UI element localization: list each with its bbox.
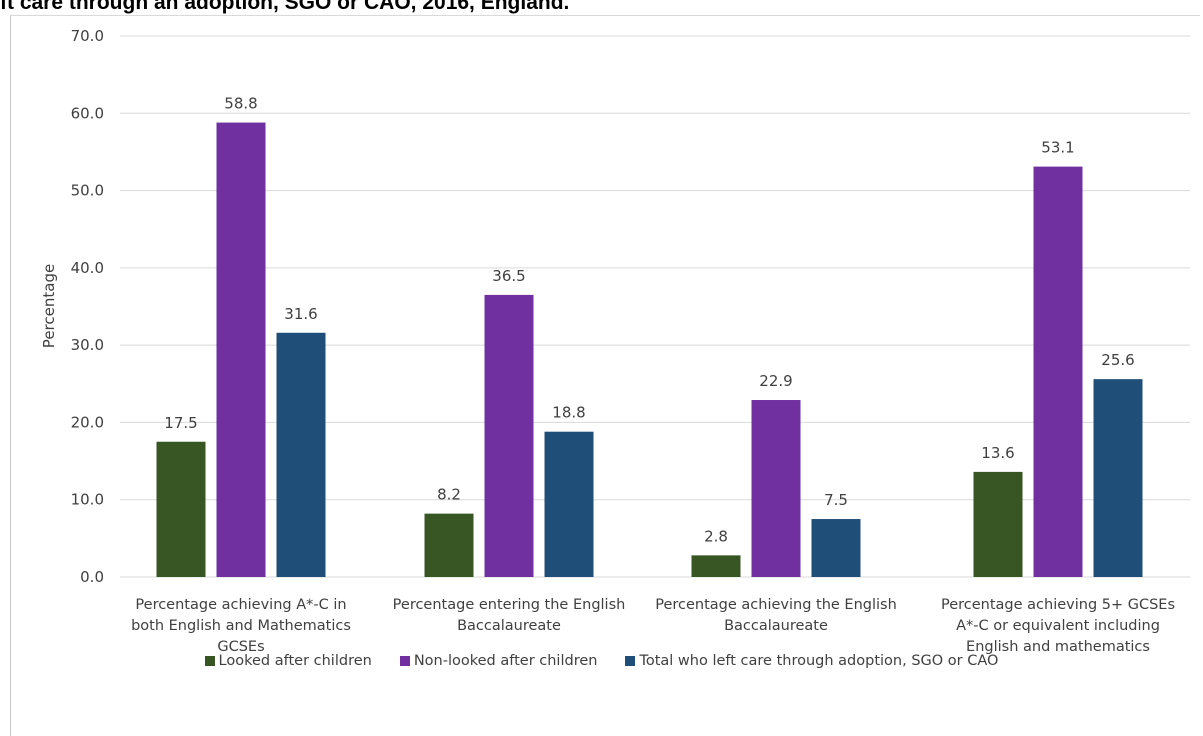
data-label: 25.6 <box>1101 351 1134 369</box>
bar <box>973 471 1023 577</box>
legend-swatch <box>399 656 410 666</box>
y-tick-label: 50.0 <box>71 182 104 200</box>
legend-swatch <box>204 656 215 666</box>
bar <box>1093 379 1143 577</box>
bar <box>751 400 801 577</box>
x-category-line: Baccalaureate <box>724 618 828 634</box>
legend-item: Non-looked after children <box>399 653 598 669</box>
data-label: 58.8 <box>224 95 257 113</box>
x-category-line: Baccalaureate <box>457 618 561 634</box>
x-category-line: Percentage entering the English <box>392 597 626 613</box>
bar <box>156 441 206 577</box>
data-label: 17.5 <box>164 414 197 432</box>
y-axis-ticks: 0.0 10.0 20.0 30.0 40.0 50.0 60.0 70.0 <box>71 27 104 586</box>
x-category-label: Percentage entering the English Baccalaur… <box>379 595 639 637</box>
data-label: 31.6 <box>284 305 317 323</box>
x-category-line: English and mathematics <box>966 639 1150 655</box>
bar <box>1033 166 1083 577</box>
legend-swatch <box>625 656 636 666</box>
bar <box>544 431 594 577</box>
legend-item: Looked after children <box>204 653 372 669</box>
legend-item: Total who left care through adoption, SG… <box>625 653 998 669</box>
y-tick-label: 60.0 <box>71 104 104 122</box>
x-category-line: A*-C or equivalent including <box>956 618 1160 634</box>
data-label: 22.9 <box>759 372 792 390</box>
data-label: 13.6 <box>981 444 1014 462</box>
x-category-line: both English and Mathematics <box>131 618 351 634</box>
y-tick-label: 10.0 <box>71 491 104 509</box>
y-tick-label: 20.0 <box>71 413 104 431</box>
legend-label: Non-looked after children <box>413 653 598 669</box>
x-category-label: Percentage achieving A*-C in both English… <box>111 595 371 658</box>
bar <box>811 519 861 577</box>
x-category-line: Percentage achieving 5+ GCSEs <box>940 597 1176 613</box>
legend-label: Looked after children <box>218 653 372 669</box>
bar <box>216 122 266 577</box>
chart-title: ft care through an adoption, SGO or CAO,… <box>0 0 570 14</box>
x-category-label: Percentage achieving 5+ GCSEs A*-C or equ… <box>928 595 1188 658</box>
data-label: 53.1 <box>1041 139 1074 157</box>
x-category-line: Percentage achieving the English <box>655 597 897 613</box>
data-label: 8.2 <box>437 486 461 504</box>
x-category-line: Percentage achieving A*-C in <box>135 597 347 613</box>
chart-frame <box>10 15 1200 736</box>
bar <box>691 555 741 577</box>
y-axis-label: Percentage <box>40 264 58 348</box>
data-label: 36.5 <box>492 267 525 285</box>
bars <box>156 122 1143 577</box>
data-label: 7.5 <box>824 491 848 509</box>
y-tick-label: 40.0 <box>71 259 104 277</box>
bar <box>484 294 534 577</box>
bar-chart: 0.0 10.0 20.0 30.0 40.0 50.0 60.0 70.0 Percenta… <box>40 27 1190 586</box>
x-category-line: GCSEs <box>217 639 265 655</box>
legend: Looked after children Non-looked after ch… <box>0 653 1203 669</box>
bar <box>424 513 474 577</box>
bar <box>276 332 326 577</box>
data-label: 18.8 <box>552 404 585 422</box>
y-tick-label: 0.0 <box>80 568 104 586</box>
data-label: 2.8 <box>704 527 728 545</box>
y-tick-label: 30.0 <box>71 336 104 354</box>
y-tick-label: 70.0 <box>71 27 104 45</box>
x-category-label: Percentage achieving the English Baccalau… <box>646 595 906 637</box>
data-labels: 17.5 8.2 2.8 13.6 58.8 36.5 22.9 53.1 31.6 18.8 7.… <box>164 95 1134 546</box>
legend-label: Total who left care through adoption, SG… <box>639 653 999 669</box>
